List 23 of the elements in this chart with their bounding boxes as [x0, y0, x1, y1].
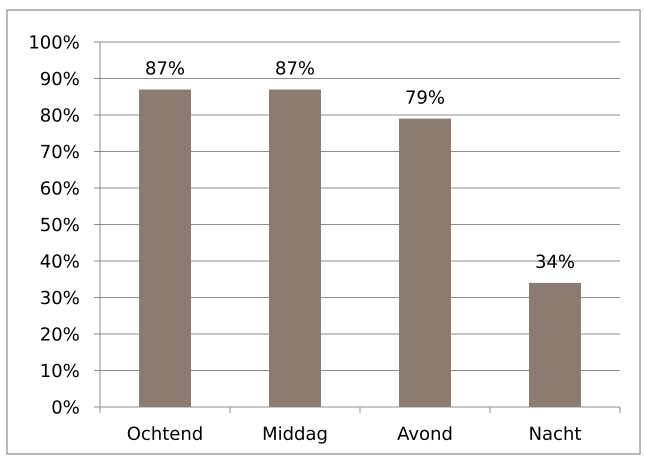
x-tick-label: Ochtend: [128, 426, 202, 440]
x-tick-label: Middag: [264, 426, 326, 444]
y-tick-label: 80%: [41, 108, 79, 122]
y-tick-label: 40%: [40, 254, 79, 268]
data-label: 79%: [406, 90, 444, 104]
y-tick-label: 100%: [30, 35, 79, 49]
x-tick-label: Avond: [397, 426, 452, 440]
y-tick-label: 50%: [41, 218, 79, 232]
y-tick-label: 20%: [41, 327, 79, 341]
y-tick-label: 30%: [41, 290, 79, 304]
y-tick-label: 60%: [41, 181, 79, 195]
y-tick-label: 70%: [41, 144, 79, 158]
bar: [399, 118, 452, 407]
data-label: 87%: [276, 61, 314, 75]
bar: [139, 89, 191, 407]
y-tick-label: 0%: [52, 400, 79, 414]
y-tick-label: 10%: [42, 364, 79, 378]
bar: [529, 282, 582, 407]
data-label: 34%: [536, 254, 574, 268]
bar: [269, 89, 322, 407]
data-label: 87%: [146, 61, 184, 75]
y-tick-label: 90%: [40, 72, 79, 86]
x-tick-label: Nacht: [530, 426, 582, 440]
